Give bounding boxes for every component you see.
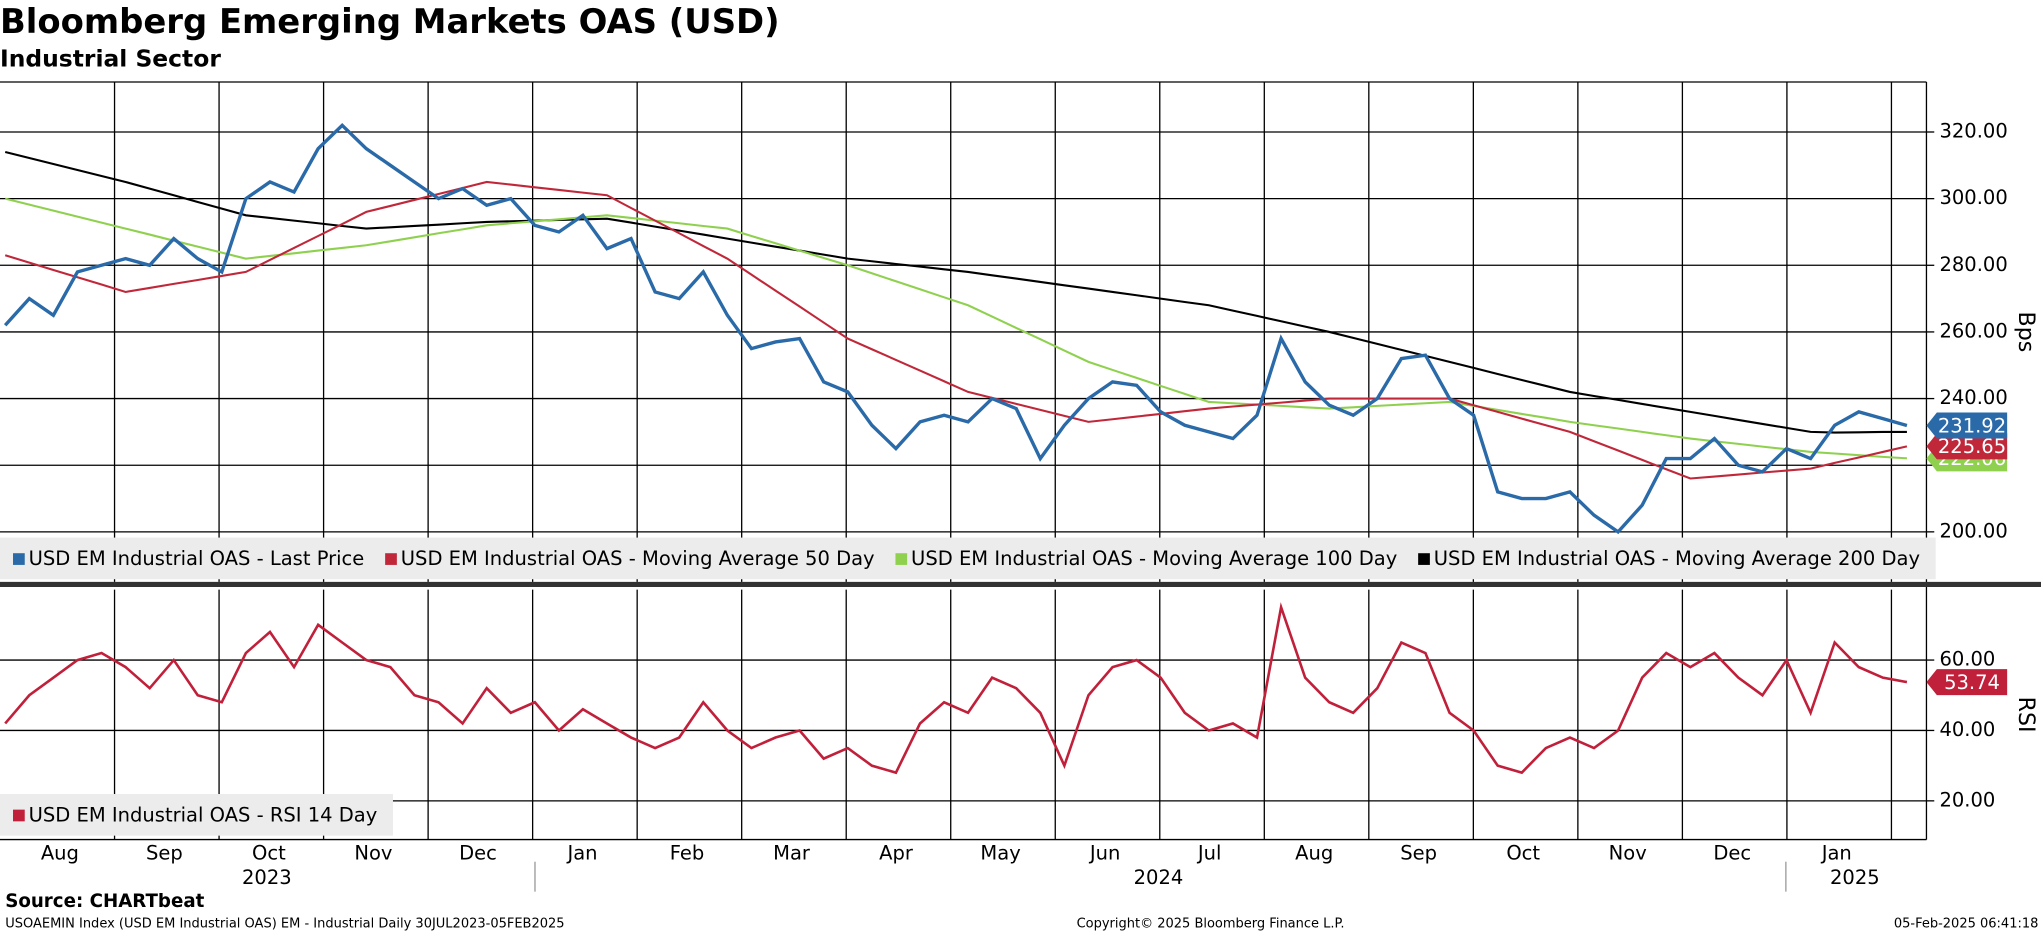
y-tick-label: 60.00 [1939,648,1995,671]
legend-label: USD EM Industrial OAS - Moving Average 2… [1434,547,1920,570]
value-tag-label: 225.65 [1938,435,2006,458]
y-tick-label: 280.00 [1939,253,2007,276]
legend-swatch [13,809,25,822]
x-tick-label: Dec [1713,841,1751,864]
source: Source: CHARTbeat [5,891,204,912]
x-tick-label: Jan [565,841,597,864]
x-tick-label: Feb [670,841,705,864]
y-axis-label: RSI [2013,697,2039,733]
y-tick-label: 240.00 [1939,386,2007,409]
value-tag-label: 231.92 [1938,414,2006,437]
value-tag-label: 53.74 [1944,671,2000,694]
legend-swatch [385,553,397,565]
plot-clip [4,602,1908,775]
x-tick-label: May [980,841,1020,864]
copyright: Copyright© 2025 Bloomberg Finance L.P. [1077,917,1345,932]
x-tick-label: Oct [252,841,286,864]
legend-label: USD EM Industrial OAS - Moving Average 5… [401,547,875,570]
x-tick-label: Jun [1088,841,1121,864]
legend-swatch [13,553,25,565]
legend-swatch [1418,553,1430,565]
x-tick-label: Oct [1506,841,1540,864]
x-tick-label: Sep [1400,841,1437,864]
y-tick-label: 200.00 [1939,519,2007,542]
y-tick-label: 260.00 [1939,319,2007,342]
value-tag [1926,669,2008,696]
year-label: 2023 [242,866,292,889]
year-label: 2024 [1134,866,1184,889]
legend-label: USD EM Industrial OAS - RSI 14 Day [29,804,378,827]
x-tick-label: Aug [1295,841,1333,864]
series-line [4,197,1907,460]
series-line [4,151,1907,434]
x-tick-label: Aug [41,841,79,864]
x-tick-label: Sep [146,841,183,864]
chart-title: Bloomberg Emerging Markets OAS (USD) [0,2,780,41]
y-tick-label: 300.00 [1939,186,2007,209]
value-tag [1926,433,2008,460]
x-tick-label: Jul [1196,841,1222,864]
x-tick-label: Jan [1820,841,1852,864]
legend: USD EM Industrial OAS - Last Price USD EM… [0,537,1936,580]
legend: USD EM Industrial OAS - RSI 14 Day [0,794,393,836]
x-tick-label: Nov [1609,841,1647,864]
legend-swatch [895,553,908,565]
x-tick-label: Dec [459,841,497,864]
y-tick-label: 40.00 [1939,718,1995,741]
y-tick-label: 320.00 [1939,119,2007,142]
y-axis-label: Bps [2013,312,2039,353]
legend-background [0,794,393,836]
series-line [4,602,1908,775]
y-tick-label: 20.00 [1939,788,1995,811]
series-line [4,180,1908,480]
x-tick-label: Apr [879,841,914,864]
legend-label: USD EM Industrial OAS - Moving Average 1… [911,547,1397,570]
series-line [3,123,1908,535]
chart-subtitle: Industrial Sector [0,44,221,72]
value-tag [1926,412,2008,439]
year-label: 2025 [1830,866,1880,889]
footer-info: USOAEMIN Index (USD EM Industrial OAS) E… [5,917,564,932]
legend-label: USD EM Industrial OAS - Last Price [29,547,365,570]
x-tick-label: Mar [773,841,811,864]
plot-clip [3,123,1908,535]
timestamp: 05-Feb-2025 06:41:18 [1894,917,2039,932]
legend-background [0,537,1936,580]
x-tick-label: Nov [354,841,392,864]
